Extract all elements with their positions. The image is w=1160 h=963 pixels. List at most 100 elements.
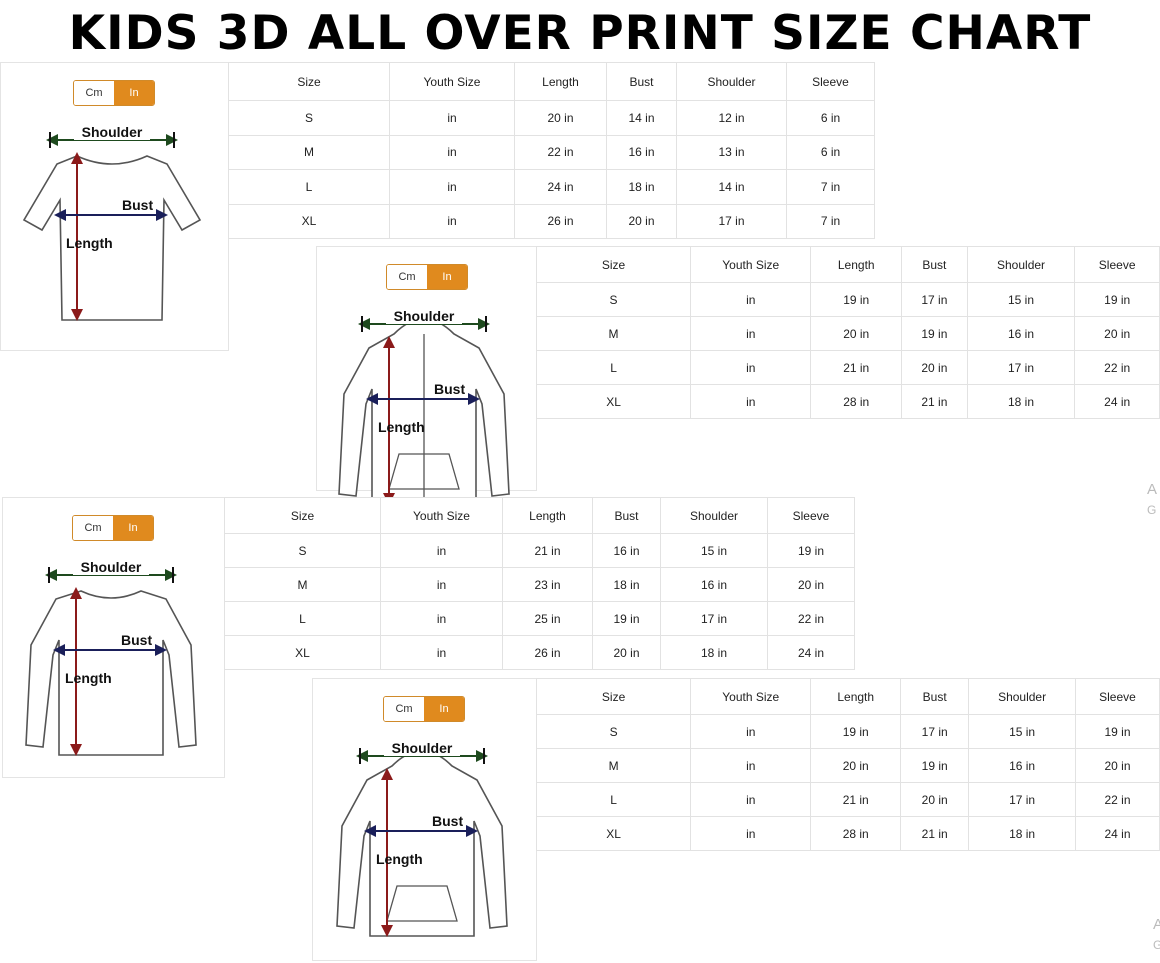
table-cell: 20 in	[900, 782, 970, 817]
column-header: Youth Size	[389, 62, 515, 101]
unit-in-option[interactable]: In	[424, 697, 464, 721]
table-cell: S	[224, 533, 381, 568]
table-cell: L	[224, 601, 381, 636]
table-cell: in	[389, 100, 515, 136]
column-header: Size	[535, 246, 692, 283]
table-cell: 17 in	[966, 350, 1076, 385]
table-cell: M	[535, 316, 692, 351]
table-cell: 19 in	[810, 714, 902, 749]
table-cell: 18 in	[968, 816, 1076, 851]
table-header-row: Size Youth Size Length Bust Shoulder Sleeve	[224, 497, 855, 534]
table-cell: 20 in	[810, 316, 903, 351]
column-header: Shoulder	[660, 497, 768, 534]
table-cell: 23 in	[502, 567, 593, 602]
table-cell: 14 in	[676, 169, 787, 205]
table-cell: in	[380, 567, 503, 602]
table-cell: 21 in	[900, 816, 970, 851]
table-cell: 20 in	[767, 567, 855, 602]
table-cell: 17 in	[676, 203, 787, 239]
table-cell: L	[535, 350, 692, 385]
table-cell: in	[690, 316, 812, 351]
unit-toggle[interactable]: Cm In	[73, 80, 155, 106]
table-cell: 12 in	[676, 100, 787, 136]
table-cell: 19 in	[1074, 714, 1160, 749]
t-shirt-diagram: Shoulder Bust Length	[22, 124, 202, 321]
table-cell: in	[690, 282, 812, 317]
label-length: Length	[66, 235, 113, 251]
watermark-letter: G	[1153, 938, 1160, 952]
column-header: Bust	[606, 62, 677, 101]
column-header: Shoulder	[676, 62, 787, 101]
table-cell: 22 in	[767, 601, 855, 636]
column-header: Bust	[592, 497, 661, 534]
table-cell: 16 in	[968, 748, 1076, 783]
table-cell: 19 in	[900, 748, 970, 783]
column-header: Size	[535, 678, 692, 715]
column-header: Size	[224, 497, 381, 534]
column-header: Length	[810, 246, 903, 283]
table-cell: 20 in	[1074, 748, 1160, 783]
table-cell: 21 in	[810, 350, 903, 385]
table-cell: 22 in	[1074, 350, 1160, 385]
column-header: Length	[502, 497, 593, 534]
column-header: Shoulder	[966, 246, 1076, 283]
table-cell: 24 in	[1074, 384, 1160, 419]
table-cell: in	[690, 816, 812, 851]
table-cell: M	[228, 134, 390, 170]
column-header: Sleeve	[786, 62, 875, 101]
table-cell: 18 in	[660, 635, 768, 670]
table-cell: 25 in	[502, 601, 593, 636]
table-cell: XL	[224, 635, 381, 670]
label-length: Length	[378, 419, 425, 435]
table-cell: XL	[535, 816, 692, 851]
unit-cm-option[interactable]: Cm	[387, 265, 427, 289]
table-cell: 15 in	[968, 714, 1076, 749]
unit-in-option[interactable]: In	[113, 516, 153, 540]
table-cell: 19 in	[767, 533, 855, 568]
table-cell: 15 in	[966, 282, 1076, 317]
label-length: Length	[65, 670, 112, 686]
unit-toggle[interactable]: Cm In	[386, 264, 468, 290]
unit-in-option[interactable]: In	[427, 265, 467, 289]
unit-toggle[interactable]: Cm In	[383, 696, 465, 722]
table-cell: 24 in	[1074, 816, 1160, 851]
table-cell: 19 in	[592, 601, 661, 636]
table-cell: in	[380, 635, 503, 670]
unit-cm-option[interactable]: Cm	[74, 81, 114, 105]
table-cell: 16 in	[606, 134, 677, 170]
column-header: Length	[514, 62, 607, 101]
table-row: XL in 28 in 21 in 18 in 24 in	[535, 816, 1160, 851]
table-cell: in	[690, 714, 812, 749]
watermark-letter: A	[1153, 916, 1160, 933]
label-shoulder: Shoulder	[82, 124, 143, 140]
column-header: Length	[810, 678, 902, 715]
table-cell: 24 in	[514, 169, 607, 205]
table-cell: 7 in	[786, 169, 875, 205]
table-cell: 20 in	[592, 635, 661, 670]
label-bust: Bust	[434, 381, 465, 397]
unit-cm-option[interactable]: Cm	[384, 697, 424, 721]
table-cell: M	[535, 748, 692, 783]
table-cell: 14 in	[606, 100, 677, 136]
unit-cm-option[interactable]: Cm	[73, 516, 113, 540]
table-cell: 7 in	[786, 203, 875, 239]
table-cell: 17 in	[901, 282, 968, 317]
watermark-letter: G	[1147, 503, 1157, 517]
table-cell: 17 in	[900, 714, 970, 749]
table-cell: S	[535, 282, 692, 317]
label-bust: Bust	[121, 632, 152, 648]
unit-in-option[interactable]: In	[114, 81, 154, 105]
unit-toggle[interactable]: Cm In	[72, 515, 154, 541]
table-cell: in	[690, 350, 812, 385]
table-cell: in	[389, 203, 515, 239]
pullover-hoodie-diagram: Shoulder Bust Length	[336, 740, 508, 937]
watermark-letter: A	[1147, 481, 1158, 498]
